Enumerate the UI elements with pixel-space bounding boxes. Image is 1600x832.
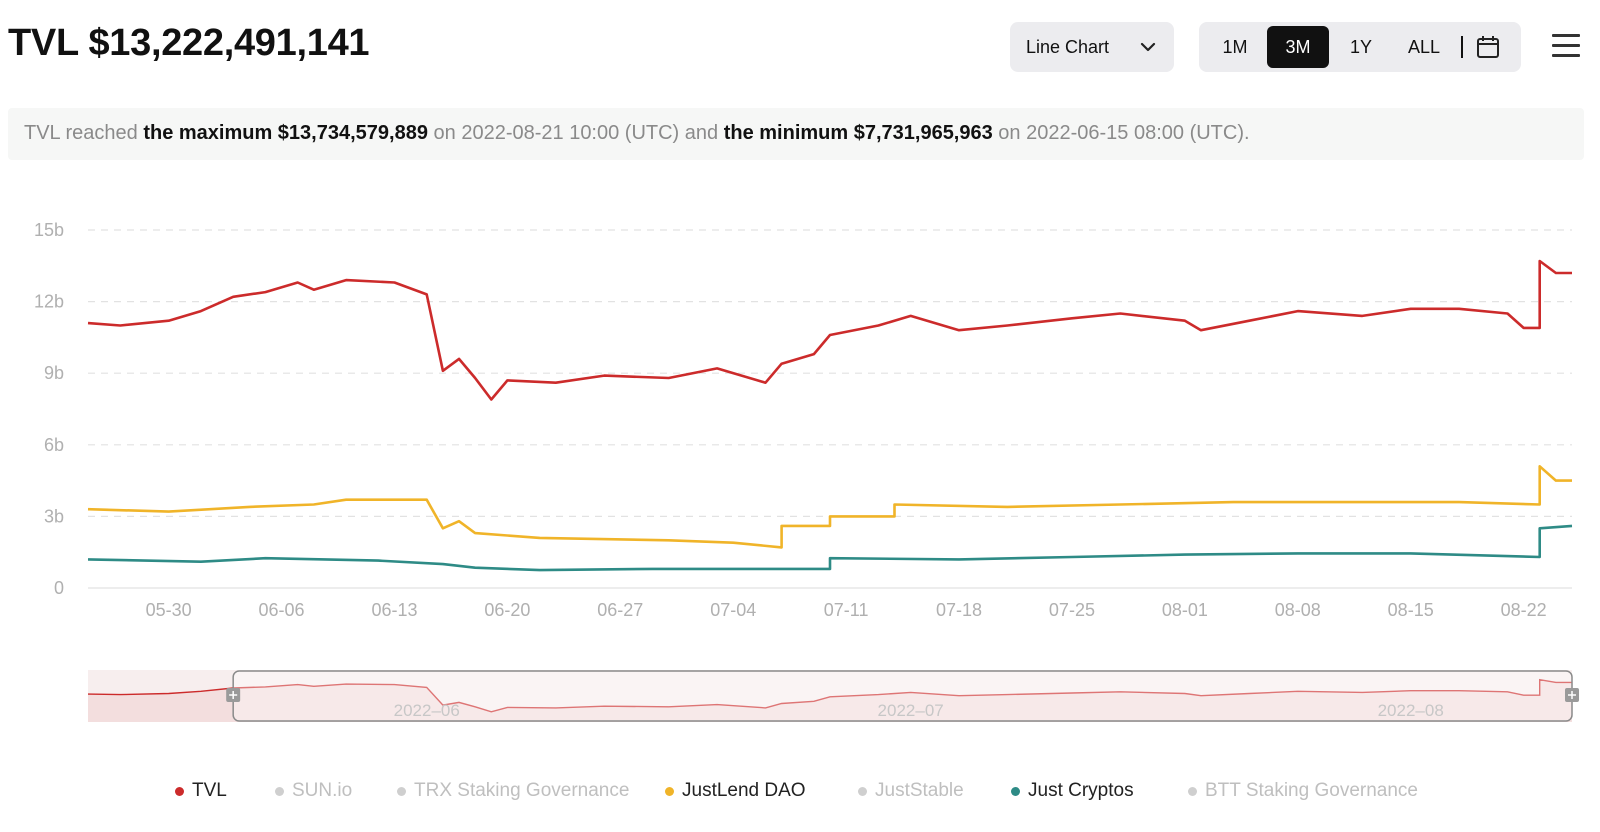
hamburger-menu-icon[interactable] [1552,34,1580,58]
navigator-month-label: 2022–08 [1378,701,1444,720]
navigator-area [88,679,1572,722]
time-range-navigator[interactable]: 2022–06 2022–07 2022–08 [0,670,1600,730]
navigator-right-handle[interactable] [1565,688,1579,702]
legend-item-sun-io[interactable]: SUN.io [275,780,352,802]
chart-type-label: Line Chart [1026,36,1110,57]
legend-item-tvl[interactable]: TVL [175,780,227,802]
range-button-all[interactable]: ALL [1407,36,1441,57]
legend-label: TRX Staking Governance [414,780,630,801]
legend-dot [665,786,674,796]
y-tick-label: 12b [34,292,64,312]
series-line-justlend-dao[interactable] [87,465,1572,549]
legend-dot [1188,786,1197,796]
x-tick-label: 07-11 [824,600,869,620]
legend-dot [1011,786,1020,796]
y-tick-label: 6b [44,435,64,455]
x-tick-label: 08-08 [1275,600,1321,620]
range-divider [1461,36,1463,58]
navigator-line [87,678,1572,713]
x-tick-label: 08-22 [1501,600,1547,620]
legend-label: TVL [192,780,227,801]
legend-label: Just Cryptos [1028,780,1134,801]
legend-item-juststable[interactable]: JustStable [858,780,964,802]
x-tick-label: 06-13 [371,600,417,620]
x-tick-label: 06-06 [259,600,305,620]
range-button-1y[interactable]: 1Y [1349,36,1373,57]
legend-dot [275,786,284,796]
legend-label: BTT Staking Governance [1205,780,1418,801]
tvl-line-chart[interactable]: 0 3b 6b 9b 12b 15b 05-30 06-06 06-13 06-20 06-27 07… [0,200,1600,640]
x-tick-label: 05-30 [146,600,192,620]
x-tick-label: 08-15 [1388,600,1434,620]
legend-item-just-cryptos[interactable]: Just Cryptos [1011,780,1134,802]
legend-item-trx-staking-governance[interactable]: TRX Staking Governance [397,780,629,802]
legend-dot [397,786,406,796]
range-button-3m[interactable]: 3M [1267,26,1329,68]
navigator-month-label: 2022–06 [394,701,460,720]
x-tick-label: 08-01 [1162,600,1208,620]
tvl-summary-bar: TVL reached the maximum $13,734,579,889 … [8,108,1584,160]
legend-item-justlend-dao[interactable]: JustLend DAO [665,780,806,802]
calendar-icon[interactable] [1475,34,1501,60]
series-line-tvl[interactable] [87,259,1572,401]
x-tick-label: 07-18 [936,600,982,620]
time-range-selector: 1M 3M 1Y ALL [1199,22,1521,72]
x-tick-label: 06-27 [597,600,643,620]
summary-min-when: on 2022-06-15 08:00 (UTC). [992,122,1250,144]
x-tick-label: 07-25 [1049,600,1095,620]
y-tick-label: 15b [34,220,64,240]
tvl-label: TVL [8,22,79,64]
chevron-down-icon [1140,42,1156,52]
legend-dot [858,786,867,796]
chart-type-dropdown[interactable]: Line Chart [1010,22,1174,72]
legend-dot [175,786,184,796]
series-line-just-cryptos[interactable] [87,524,1573,572]
navigator-month-label: 2022–07 [878,701,944,720]
range-button-1m[interactable]: 1M [1222,36,1248,57]
legend-label: JustLend DAO [682,780,806,801]
navigator-left-handle[interactable] [226,688,241,702]
y-tick-label: 3b [44,506,64,526]
legend-item-btt-staking-governance[interactable]: BTT Staking Governance [1188,780,1418,802]
tvl-value: $13,222,491,141 [88,22,370,64]
summary-min: the minimum $7,731,965,963 [723,122,993,144]
chart-legend: TVL SUN.io TRX Staking Governance JustLend … [0,780,1600,810]
legend-label: SUN.io [292,780,353,801]
legend-label: JustStable [875,780,964,801]
summary-max-when: on 2022-08-21 10:00 (UTC) and [427,122,724,144]
summary-prefix: TVL reached [24,122,144,144]
y-tick-label: 9b [44,363,64,383]
tvl-headline: TVL $13,222,491,141 [8,22,370,65]
x-tick-label: 06-20 [484,600,530,620]
x-tick-label: 07-04 [710,600,756,620]
y-tick-label: 0 [54,578,64,598]
summary-max: the maximum $13,734,579,889 [143,122,428,144]
